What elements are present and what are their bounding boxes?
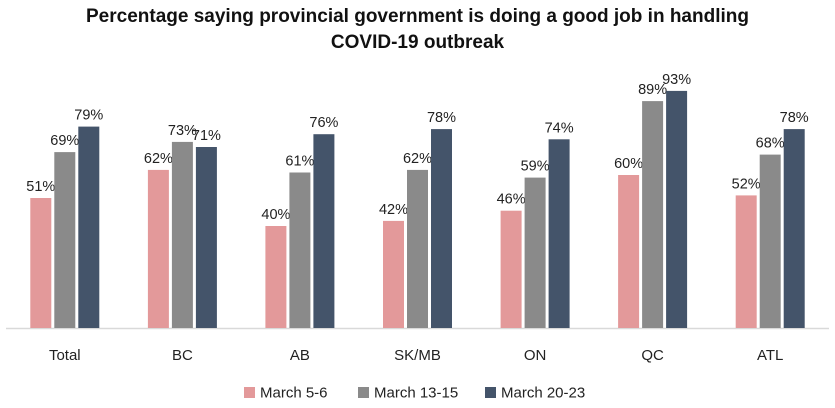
- bar-total-series-3: [78, 126, 100, 328]
- chart-title-line-1: Percentage saying provincial government …: [86, 6, 749, 27]
- data-label: 51%: [26, 179, 55, 195]
- bar-atl-series-2: [759, 154, 781, 328]
- bar-qc-series-2: [642, 101, 664, 328]
- bar-total-series-2: [54, 152, 76, 328]
- data-label: 52%: [732, 176, 761, 192]
- data-label: 61%: [285, 154, 314, 170]
- bar-on-series-3: [548, 139, 570, 328]
- legend-swatch: [358, 387, 369, 398]
- bar-atl-series-3: [783, 129, 805, 328]
- x-tick-label: QC: [641, 347, 664, 364]
- data-label: 74%: [545, 120, 574, 136]
- x-tick-label: SK/MB: [394, 347, 441, 364]
- x-tick-label: ATL: [757, 347, 783, 364]
- bar-bc-series-1: [147, 169, 169, 328]
- legend-swatch: [244, 387, 255, 398]
- legend-swatch: [485, 387, 496, 398]
- data-label: 78%: [427, 110, 456, 126]
- data-label: 76%: [309, 115, 338, 131]
- bar-ab-series-1: [265, 226, 287, 328]
- bar-bc-series-2: [171, 141, 193, 328]
- bar-on-series-2: [524, 177, 546, 328]
- data-label: 59%: [521, 159, 550, 175]
- bar-sk-mb-series-1: [383, 220, 404, 328]
- bar-total-series-1: [30, 198, 52, 328]
- x-tick-label: AB: [290, 347, 310, 364]
- data-label: 68%: [756, 136, 785, 152]
- bar-qc-series-1: [618, 175, 640, 328]
- data-label: 71%: [192, 128, 221, 144]
- bar-atl-series-1: [735, 195, 757, 328]
- data-label: 62%: [144, 151, 173, 167]
- bar-on-series-1: [500, 210, 522, 328]
- bar-qc-series-3: [666, 90, 688, 329]
- data-label: 69%: [50, 133, 79, 149]
- data-label: 62%: [403, 151, 432, 167]
- data-label: 46%: [497, 192, 526, 208]
- bar-sk-mb-series-3: [431, 129, 452, 328]
- chart-title-line-2: COVID-19 outbreak: [330, 32, 505, 53]
- bar-bc-series-3: [195, 147, 217, 328]
- bar-ab-series-2: [289, 172, 311, 328]
- data-label: 79%: [74, 108, 103, 124]
- data-label: 93%: [662, 72, 691, 88]
- data-label: 89%: [638, 82, 667, 98]
- bar-sk-mb-series-2: [407, 169, 428, 328]
- legend-label: March 13-15: [374, 385, 458, 402]
- data-label: 40%: [261, 207, 290, 223]
- legend-label: March 20-23: [501, 385, 585, 402]
- data-label: 60%: [614, 156, 643, 172]
- x-tick-label: ON: [524, 347, 547, 364]
- data-label: 78%: [780, 110, 809, 126]
- x-tick-label: Total: [49, 347, 81, 364]
- x-tick-label: BC: [172, 347, 193, 364]
- bar-ab-series-3: [313, 134, 335, 328]
- data-label: 73%: [168, 123, 197, 139]
- legend-label: March 5-6: [260, 385, 328, 402]
- data-label: 42%: [379, 202, 408, 218]
